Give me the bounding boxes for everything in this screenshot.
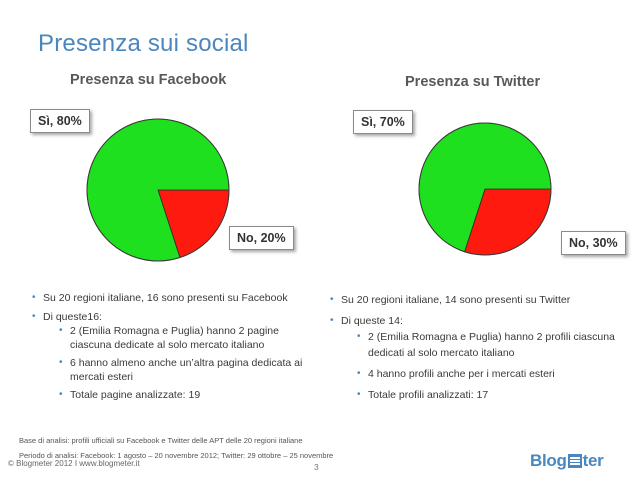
copyright: © Blogmeter 2012 I www.blogmeter.it <box>8 459 140 468</box>
list-item: 4 hanno profili anche per i mercati este… <box>357 366 630 382</box>
twitter-yes-label: Sì, 70% <box>353 110 413 134</box>
footnote-base: Base di analisi: profili ufficiali su Fa… <box>19 436 303 445</box>
list-item: 2 (Emilia Romagna e Puglia) hanno 2 prof… <box>357 329 630 361</box>
list-item: Totale pagine analizzate: 19 <box>59 388 322 402</box>
facebook-chart-title: Presenza su Facebook <box>70 72 227 88</box>
facebook-no-label: No, 20% <box>229 226 294 250</box>
twitter-pie-chart <box>418 122 552 256</box>
page-title: Presenza sui social <box>38 30 249 57</box>
facebook-pie-chart <box>86 118 230 262</box>
list-item: Di queste 14: 2 (Emilia Romagna e Puglia… <box>330 313 630 403</box>
twitter-bullet-list: Su 20 regioni italiane, 14 sono presenti… <box>330 292 630 408</box>
list-item: 2 (Emilia Romagna e Puglia) hanno 2 pagi… <box>59 324 322 352</box>
list-item: Su 20 regioni italiane, 16 sono presenti… <box>32 291 322 305</box>
twitter-chart-title: Presenza su Twitter <box>405 74 541 90</box>
logo-text-right: ter <box>582 451 604 470</box>
facebook-bullet-list: Su 20 regioni italiane, 16 sono presenti… <box>32 291 322 407</box>
list-item-label: Di queste 14: <box>341 315 403 327</box>
footnote-period: Periodo di analisi: Facebook: 1 agosto –… <box>19 451 334 460</box>
page-number: 3 <box>314 462 319 472</box>
list-item: 6 hanno almeno anche un’altra pagina ded… <box>59 356 322 384</box>
list-item: Totale profili analizzati: 17 <box>357 387 630 403</box>
logo-mark-icon <box>567 454 582 468</box>
twitter-sub-list: 2 (Emilia Romagna e Puglia) hanno 2 prof… <box>357 329 630 403</box>
facebook-sub-list: 2 (Emilia Romagna e Puglia) hanno 2 pagi… <box>59 324 322 402</box>
logo-text-left: Blog <box>530 451 567 470</box>
pie-outline <box>418 122 552 256</box>
list-item: Su 20 regioni italiane, 14 sono presenti… <box>330 292 630 308</box>
blogmeter-logo: Blog ter <box>530 450 630 472</box>
list-item: Di queste16: 2 (Emilia Romagna e Puglia)… <box>32 310 322 402</box>
pie-outline <box>86 118 230 262</box>
facebook-yes-label: Sì, 80% <box>30 109 90 133</box>
list-item-label: Di queste16: <box>43 311 102 323</box>
twitter-no-label: No, 30% <box>561 231 626 255</box>
